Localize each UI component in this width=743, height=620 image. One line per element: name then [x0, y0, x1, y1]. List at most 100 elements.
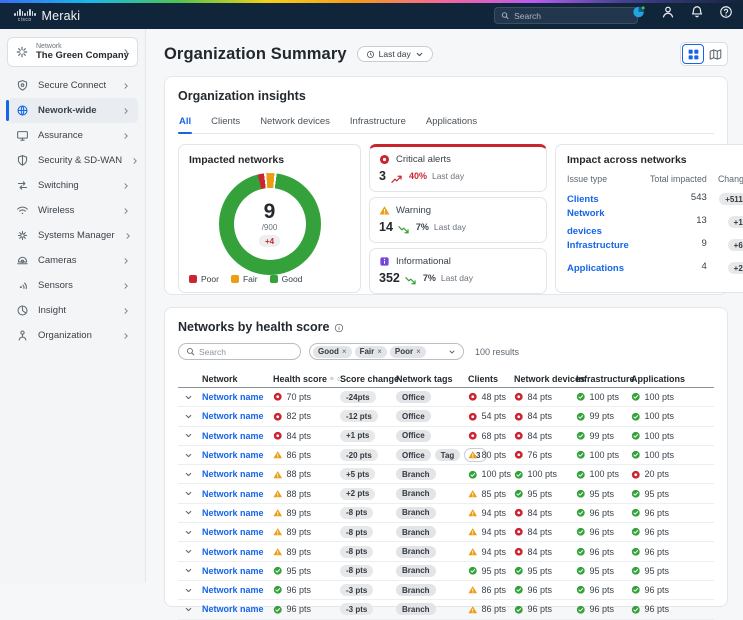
expand-row-icon[interactable]	[184, 431, 193, 440]
network-name-link[interactable]: Network name	[202, 585, 264, 595]
insights-title: Organization insights	[178, 89, 714, 103]
sidebar-item-wireless[interactable]: Wireless	[7, 198, 138, 223]
health-search-input[interactable]	[199, 347, 293, 357]
sidebar-item-systems-manager[interactable]: Systems Manager	[7, 223, 138, 248]
network-selector[interactable]: Network The Green Company	[7, 37, 138, 67]
impact-link[interactable]: Network devices	[567, 208, 604, 237]
expand-row-icon[interactable]	[184, 489, 193, 498]
health-status-filter[interactable]: Good×Fair×Poor×	[309, 343, 464, 360]
network-name-link[interactable]: Network name	[202, 411, 264, 421]
network-name-link[interactable]: Network name	[202, 604, 264, 614]
gear-icon	[16, 229, 29, 242]
help-icon[interactable]	[719, 5, 733, 19]
insight-icon	[16, 304, 29, 317]
tab-all[interactable]: All	[178, 113, 192, 133]
alert-card-info[interactable]: Informational 352 7% Last day	[369, 248, 547, 294]
network-name-link[interactable]: Network name	[202, 508, 264, 518]
global-search[interactable]	[494, 7, 638, 24]
filter-chip-poor[interactable]: Poor×	[390, 346, 426, 358]
network-name-link[interactable]: Network name	[202, 431, 264, 441]
expand-row-icon[interactable]	[184, 566, 193, 575]
brand[interactable]: cisco Meraki	[14, 9, 80, 23]
donut-legend: Poor Fair Good	[189, 274, 302, 284]
time-range-value: Last day	[379, 49, 411, 59]
alert-card-critical[interactable]: Critical alerts 3 40% Last day	[369, 144, 547, 192]
column-header-score-change[interactable]: Score change	[340, 374, 396, 384]
table-row: Network name 96 pts -3 pts Branch 86 pts…	[178, 600, 714, 619]
column-header-clients[interactable]: Clients	[468, 374, 514, 384]
column-header-network-tags[interactable]: Network tags	[396, 374, 468, 384]
expand-row-icon[interactable]	[184, 393, 193, 402]
map-view-button[interactable]	[704, 44, 726, 64]
alert-card-warning[interactable]: Warning 14 7% Last day	[369, 197, 547, 243]
global-search-input[interactable]	[514, 11, 631, 21]
expand-row-icon[interactable]	[184, 605, 193, 614]
table-row: Network name 89 pts -8 pts Branch 94 pts…	[178, 542, 714, 561]
network-name-link[interactable]: Network name	[202, 547, 264, 557]
sidebar-item-secure-connect[interactable]: Secure Connect	[7, 73, 138, 98]
column-header-infrastructure[interactable]: Infrastructure	[576, 374, 631, 384]
organization-insights-section: Organization insights All Clients Network …	[164, 76, 728, 295]
remove-chip-icon[interactable]: ×	[416, 347, 421, 356]
column-header-health-score[interactable]: Health score	[273, 374, 340, 384]
network-name-link[interactable]: Network name	[202, 527, 264, 537]
network-name-link[interactable]: Network name	[202, 450, 264, 460]
sidebar-item-cameras[interactable]: Cameras	[7, 248, 138, 273]
ok-icon	[468, 470, 478, 480]
ok-icon	[273, 585, 283, 595]
sidebar-item-switching[interactable]: Switching	[7, 173, 138, 198]
table-row: Network name 88 pts +5 pts Branch 100 pt…	[178, 465, 714, 484]
expand-row-icon[interactable]	[184, 508, 193, 517]
switch-arrows-icon	[16, 179, 29, 192]
impacted-networks-donut-chart[interactable]: 9 /900 +4	[219, 173, 321, 275]
expand-row-icon[interactable]	[184, 528, 193, 537]
filter-chip-good[interactable]: Good×	[313, 346, 352, 358]
status-donut-icon[interactable]	[632, 5, 646, 19]
expand-row-icon[interactable]	[184, 451, 193, 460]
info-icon[interactable]	[334, 322, 344, 332]
expand-row-icon[interactable]	[184, 470, 193, 479]
tab-infrastructure[interactable]: Infrastructure	[349, 113, 407, 133]
critical-icon	[514, 508, 524, 518]
sidebar-item-insight[interactable]: Insight	[7, 298, 138, 323]
user-icon[interactable]	[661, 5, 675, 19]
info-icon[interactable]	[330, 374, 334, 383]
tab-applications[interactable]: Applications	[425, 113, 478, 133]
sidebar-item-sensors[interactable]: Sensors	[7, 273, 138, 298]
grid-view-button[interactable]	[682, 44, 704, 64]
remove-chip-icon[interactable]: ×	[377, 347, 382, 356]
expand-row-icon[interactable]	[184, 586, 193, 595]
sidebar-item-nework-wide[interactable]: Nework-wide	[7, 98, 138, 123]
tab-network-devices[interactable]: Network devices	[259, 113, 331, 133]
network-name-link[interactable]: Network name	[202, 489, 264, 499]
score-change-badge: +5 pts	[340, 468, 375, 480]
remove-chip-icon[interactable]: ×	[342, 347, 347, 356]
bell-icon[interactable]	[690, 5, 704, 19]
network-name-link[interactable]: Network name	[202, 469, 264, 479]
chevron-right-icon	[122, 107, 130, 115]
sidebar-item-organization[interactable]: Organization	[7, 323, 138, 348]
network-name-link[interactable]: Network name	[202, 566, 264, 576]
network-name-link[interactable]: Network name	[202, 392, 264, 402]
legend-swatch	[270, 275, 278, 283]
expand-row-icon[interactable]	[184, 547, 193, 556]
chevron-right-icon	[122, 307, 130, 315]
impact-link[interactable]: Infrastructure	[567, 240, 629, 251]
column-header-network[interactable]: Network	[202, 374, 273, 384]
health-search[interactable]	[178, 343, 301, 360]
filter-chip-fair[interactable]: Fair×	[355, 346, 387, 358]
sidebar-item-assurance[interactable]: Assurance	[7, 123, 138, 148]
critical-icon	[514, 450, 524, 460]
wifi-icon	[16, 204, 29, 217]
ok-icon	[631, 412, 641, 422]
critical-icon	[514, 392, 524, 402]
column-header-applications[interactable]: Applications	[631, 374, 714, 384]
sidebar-item-security-sd-wan[interactable]: Security & SD-WAN	[7, 148, 138, 173]
health-section-title: Networks by health score	[178, 320, 329, 334]
time-range-dropdown[interactable]: Last day	[357, 46, 433, 62]
tab-clients[interactable]: Clients	[210, 113, 241, 133]
expand-row-icon[interactable]	[184, 412, 193, 421]
column-header-network-devices[interactable]: Network devices	[514, 374, 576, 384]
critical-icon	[273, 412, 283, 422]
impact-link[interactable]: Applications	[567, 263, 624, 274]
